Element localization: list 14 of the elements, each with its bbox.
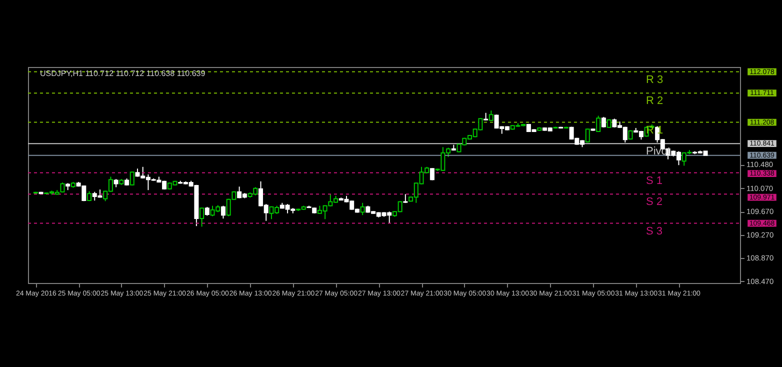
candlestick (200, 207, 204, 228)
ref-line-label: S 2 (646, 196, 663, 208)
ref-line-label: S 3 (646, 225, 663, 238)
ref-line-label: S 1 (646, 174, 663, 187)
candlestick (130, 171, 134, 186)
chart-title: USDJPY,H1 110.712 110.712 110.638 110.639 (40, 69, 206, 78)
ref-line-label: R 2 (646, 95, 664, 108)
ref-line-label: R 3 (646, 74, 664, 86)
candlestick (220, 205, 226, 220)
candlestick (430, 168, 434, 181)
candlestick (596, 115, 601, 133)
candlestick (360, 202, 365, 216)
candlestick (585, 128, 590, 143)
candlestick (601, 116, 606, 128)
